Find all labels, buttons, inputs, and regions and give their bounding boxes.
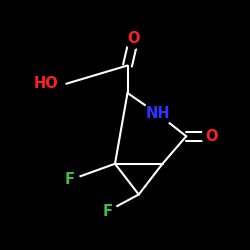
Circle shape bbox=[124, 29, 143, 48]
Circle shape bbox=[60, 170, 80, 190]
Text: O: O bbox=[128, 31, 140, 46]
Circle shape bbox=[98, 202, 117, 221]
Text: F: F bbox=[65, 172, 75, 188]
Circle shape bbox=[202, 127, 221, 146]
Text: HO: HO bbox=[34, 76, 58, 91]
Circle shape bbox=[144, 100, 171, 128]
Text: O: O bbox=[205, 129, 218, 144]
Text: F: F bbox=[102, 204, 113, 219]
Text: NH: NH bbox=[145, 106, 170, 121]
Circle shape bbox=[32, 70, 60, 98]
